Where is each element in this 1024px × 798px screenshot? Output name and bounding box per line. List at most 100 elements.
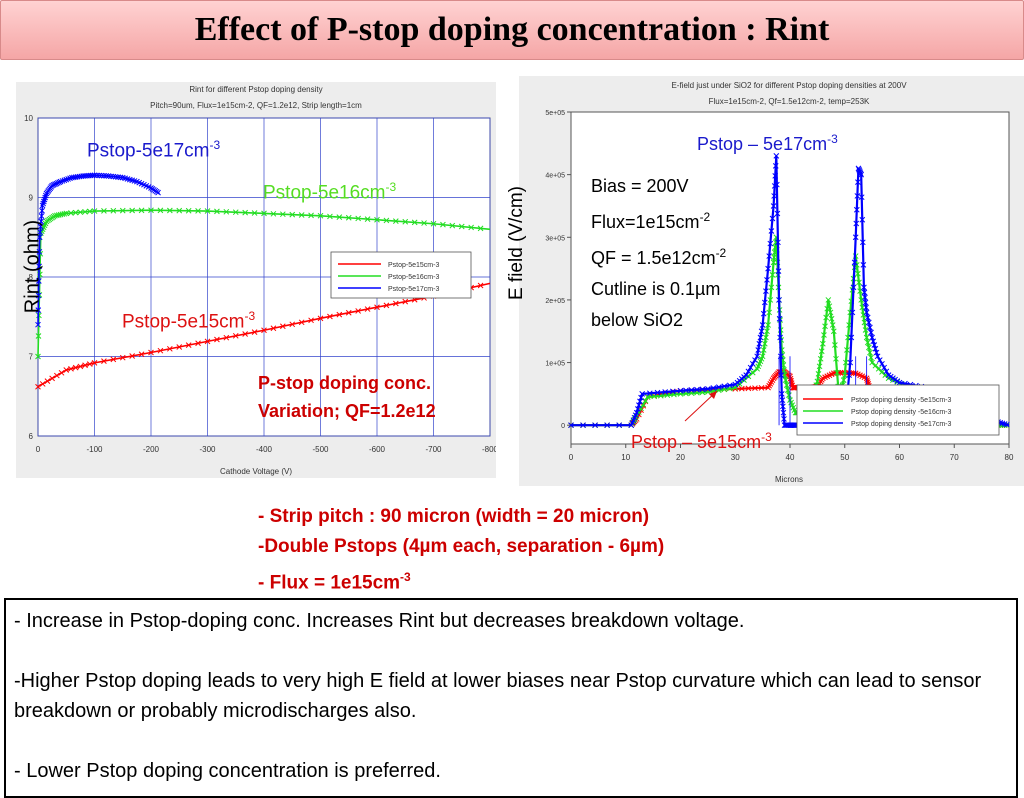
efield-chart: E-field just under SiO2 for different Ps… [519, 76, 1024, 486]
data-point-marker [251, 329, 258, 335]
x-tick-label: 80 [1005, 453, 1014, 462]
data-point-marker [68, 365, 74, 372]
data-point-marker [440, 221, 446, 228]
data-point-marker [865, 319, 872, 326]
data-point-marker [251, 210, 258, 216]
data-point-marker [849, 309, 856, 316]
data-point-marker [862, 294, 868, 301]
x-tick-label: 30 [731, 453, 740, 462]
y-tick-label: 7 [29, 353, 34, 362]
data-point-marker [755, 347, 762, 353]
data-point-marker [827, 309, 834, 316]
data-point-marker [77, 363, 84, 370]
data-point-marker [826, 303, 833, 310]
label-pstop-5e17-right: Pstop – 5e17cm-3 [697, 132, 838, 154]
data-point-marker [756, 340, 763, 347]
data-point-marker [86, 361, 93, 367]
data-point-marker [336, 214, 343, 220]
data-point-marker [68, 210, 74, 216]
x-tick-label: -700 [425, 445, 442, 454]
x-tick-label: -400 [256, 445, 273, 454]
data-point-marker [317, 212, 324, 219]
x-tick-label: -300 [199, 445, 216, 454]
data-point-marker [77, 209, 84, 216]
data-point-marker [289, 211, 296, 218]
data-point-marker [91, 360, 98, 366]
conclusion-box: - Increase in Pstop-doping conc. Increas… [4, 598, 1018, 798]
data-point-marker [392, 218, 399, 224]
data-point-marker [1003, 421, 1010, 428]
data-point-marker [35, 278, 42, 284]
x-tick-label: 50 [840, 453, 849, 462]
data-point-marker [477, 225, 484, 232]
data-point-marker [705, 386, 711, 392]
data-point-marker [298, 212, 305, 218]
x-tick-label: -200 [143, 445, 160, 454]
data-point-marker [604, 422, 610, 429]
efield-chart-subtitle: Flux=1e15cm-2, Qf=1.5e12cm-2, temp=253K [709, 97, 870, 106]
data-point-marker [35, 307, 42, 313]
rint-chart-subtitle: Pitch=90um, Flux=1e15cm-2, QF=1.2e12, St… [150, 101, 362, 110]
data-point-marker [72, 364, 79, 371]
data-point-marker [757, 334, 764, 341]
data-point-marker [864, 314, 871, 321]
data-point-marker [868, 329, 874, 336]
data-point-marker [364, 216, 371, 222]
x-tick-label: 0 [569, 453, 574, 462]
data-point-marker [760, 310, 767, 317]
y-tick-label: 5e+05 [545, 110, 565, 117]
legend-box [796, 384, 1000, 436]
data-point-marker [642, 397, 649, 404]
data-point-marker [867, 349, 873, 356]
data-point-marker [63, 210, 70, 217]
x-tick-label: -800 [482, 445, 496, 454]
data-point-marker [36, 234, 43, 241]
data-point-marker [35, 292, 42, 299]
data-point-marker [101, 358, 107, 364]
data-point-marker [816, 363, 823, 370]
data-point-marker [430, 220, 437, 227]
data-point-marker [779, 397, 786, 404]
data-point-marker [616, 422, 623, 429]
data-point-marker [270, 325, 277, 332]
data-point-marker [815, 370, 822, 377]
data-point-marker [195, 340, 201, 347]
x-tick-label: -500 [312, 445, 329, 454]
data-point-marker [117, 174, 124, 181]
y-tick-label: 0 [561, 423, 565, 430]
data-point-marker [765, 322, 771, 328]
data-point-marker [759, 353, 766, 360]
data-point-marker [63, 176, 70, 183]
data-point-marker [185, 207, 192, 214]
data-point-marker [110, 173, 117, 180]
y-tick-label: 3e+05 [545, 235, 565, 242]
data-point-marker [35, 333, 42, 339]
data-point-marker [35, 353, 41, 360]
data-point-marker [468, 224, 475, 231]
data-point-marker [37, 229, 44, 235]
data-point-marker [842, 359, 849, 366]
data-point-marker [858, 194, 865, 201]
data-point-marker [771, 193, 777, 199]
below-line: below SiO2 [591, 310, 684, 330]
data-point-marker [786, 392, 792, 398]
data-point-marker [261, 210, 267, 217]
data-point-marker [53, 180, 60, 187]
data-point-marker [861, 289, 868, 296]
data-point-marker [129, 207, 136, 214]
data-point-marker [776, 315, 783, 322]
data-point-marker [110, 207, 117, 214]
data-point-marker [854, 193, 861, 199]
data-point-marker [82, 362, 88, 369]
data-point-marker [374, 304, 380, 311]
note-line-1: P-stop doping conc. [258, 373, 431, 393]
legend-entry: Pstop-5e15cm-3 [388, 262, 439, 269]
data-point-marker [345, 214, 352, 221]
data-point-marker [317, 315, 324, 322]
data-point-marker [166, 345, 173, 352]
data-point-marker [223, 334, 230, 341]
data-point-marker [49, 182, 55, 189]
data-point-marker [59, 178, 66, 184]
data-point-marker [204, 338, 211, 345]
data-point-marker [761, 340, 768, 347]
